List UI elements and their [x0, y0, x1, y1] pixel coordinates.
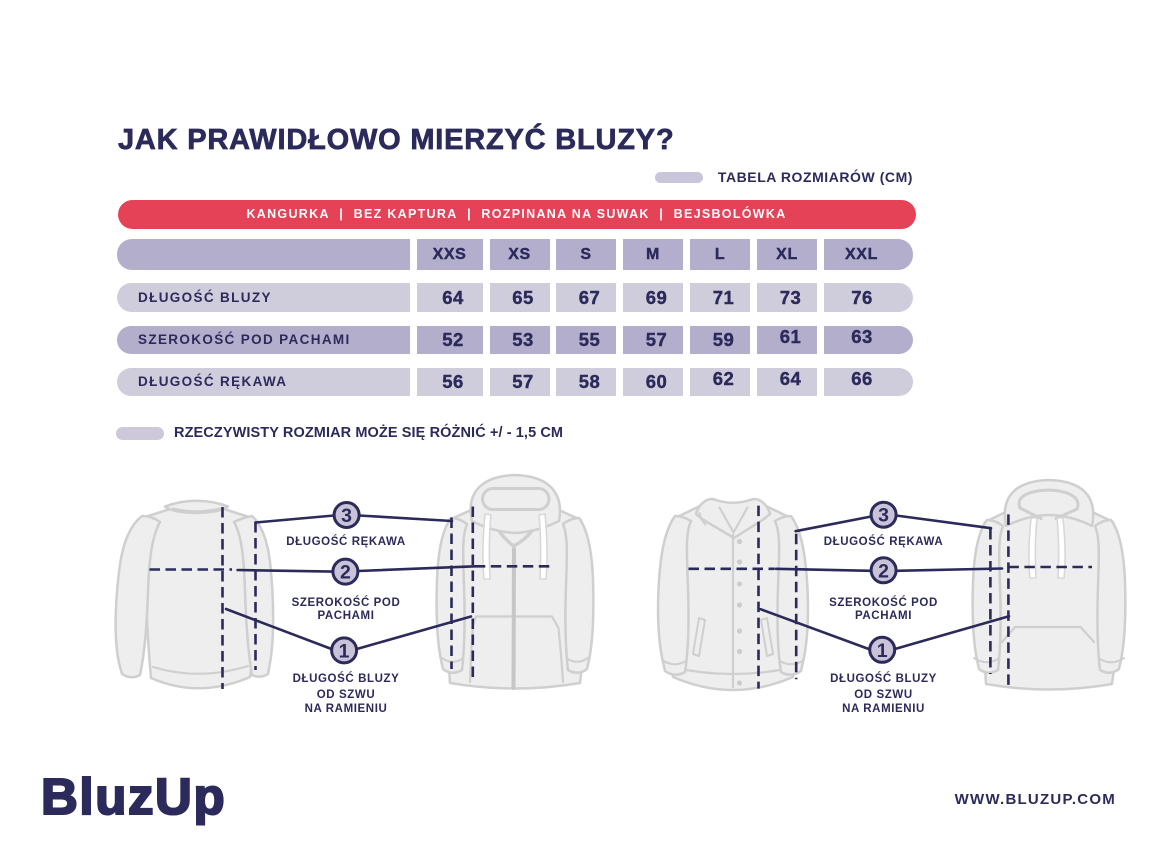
- svg-text:2: 2: [340, 562, 351, 584]
- svg-text:1: 1: [339, 640, 350, 662]
- svg-text:3: 3: [341, 505, 352, 527]
- svg-text:2: 2: [878, 560, 889, 582]
- svg-text:3: 3: [878, 505, 889, 527]
- svg-text:1: 1: [877, 640, 888, 662]
